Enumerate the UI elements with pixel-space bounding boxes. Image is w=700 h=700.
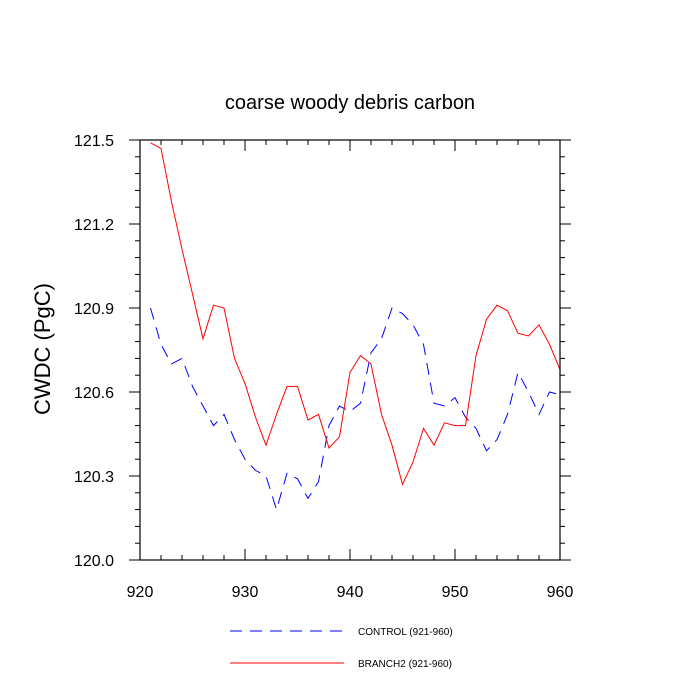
series-lines — [150, 142, 561, 512]
axis-ticks — [129, 139, 571, 561]
y-tick-label: 120.9 — [74, 301, 114, 318]
plot-frame — [139, 139, 561, 561]
y-axis-label: CWDC (PgC) — [30, 283, 55, 415]
x-tick-label: 960 — [547, 584, 574, 601]
y-tick-label: 120.6 — [74, 385, 114, 402]
y-tick-label: 120.3 — [74, 469, 114, 486]
x-tick-label: 920 — [127, 584, 154, 601]
y-tick-label: 121.2 — [74, 217, 114, 234]
legend: CONTROL (921-960) BRANCH2 (921-960) — [230, 627, 453, 670]
y-tick-label: 121.5 — [74, 133, 114, 150]
series-line-0 — [150, 307, 561, 512]
legend-label-0: CONTROL (921-960) — [358, 627, 453, 638]
x-tick-label: 940 — [337, 584, 364, 601]
x-tick-label: 950 — [442, 584, 469, 601]
axis-tick-labels: 920 930 940 950 960 120.0 120.3 120.6 120.9 121.2… — [74, 133, 573, 601]
y-tick-label: 120.0 — [74, 553, 114, 570]
chart-title: coarse woody debris carbon — [225, 92, 475, 114]
x-tick-label: 930 — [232, 584, 259, 601]
legend-label-1: BRANCH2 (921-960) — [358, 659, 452, 670]
series-line-1 — [150, 142, 561, 486]
